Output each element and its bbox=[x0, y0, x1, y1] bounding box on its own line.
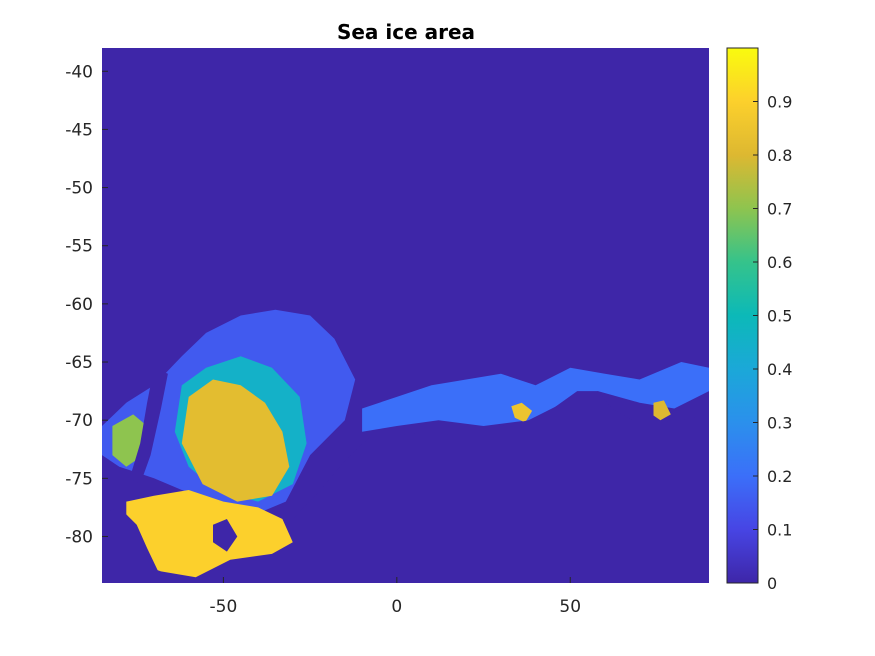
y-tick-label: -60 bbox=[65, 295, 93, 315]
ice-region-coastal-ice-patch-35e bbox=[511, 402, 533, 423]
ice-region-weddell-sea-core bbox=[181, 379, 290, 502]
x-axis: -50 0 50 bbox=[210, 577, 581, 617]
ice-region-coastal-ice-patch-75e bbox=[653, 400, 671, 421]
x-tick-label: 50 bbox=[559, 597, 581, 617]
land-mask-antarctica-west bbox=[102, 507, 161, 583]
y-tick-label: -50 bbox=[65, 179, 93, 199]
y-tick-label: -55 bbox=[65, 237, 93, 257]
x-tick-label: 0 bbox=[391, 597, 402, 617]
colorbar-tick-label: 0.8 bbox=[767, 146, 792, 165]
colorbar-tick-label: 0.4 bbox=[767, 360, 792, 379]
y-tick-label: -45 bbox=[65, 120, 93, 140]
plot-area bbox=[102, 48, 709, 583]
colorbar-tick-label: 0.7 bbox=[767, 200, 792, 219]
colorbar-tick-label: 0.5 bbox=[767, 307, 792, 326]
colorbar-tick-label: 0.6 bbox=[767, 253, 792, 272]
y-tick-label: -40 bbox=[65, 62, 93, 82]
colorbar-tick-label: 0 bbox=[767, 574, 777, 593]
colorbar: 0 0.1 0.2 0.3 0.4 0.5 0.6 0.7 0.8 0.9 bbox=[726, 47, 792, 593]
land-mask-antarctica-east bbox=[292, 391, 709, 583]
colorbar-tick-label: 0.2 bbox=[767, 467, 792, 486]
y-axis: -40 -45 -50 -55 -60 -65 -70 -75 -80 bbox=[65, 62, 108, 547]
ice-region-east-coast-band bbox=[362, 362, 709, 432]
colorbar-tick-label: 0.9 bbox=[767, 93, 792, 112]
land-mask-berkner-island bbox=[213, 519, 238, 552]
y-tick-label: -75 bbox=[65, 469, 93, 489]
y-tick-label: -80 bbox=[65, 527, 93, 547]
x-tick-label: -50 bbox=[210, 597, 238, 617]
colorbar-tick-label: 0.1 bbox=[767, 521, 792, 540]
colorbar-gradient bbox=[727, 48, 758, 583]
y-tick-label: -70 bbox=[65, 411, 93, 431]
land-mask-peninsula-land bbox=[129, 367, 168, 485]
chart-title: Sea ice area bbox=[337, 20, 475, 44]
land-masks bbox=[102, 367, 709, 583]
colorbar-tick-label: 0.3 bbox=[767, 414, 792, 433]
ice-region-ronne-shelf-ice bbox=[126, 490, 293, 578]
ice-regions bbox=[102, 309, 709, 578]
colorbar-ticks: 0 0.1 0.2 0.3 0.4 0.5 0.6 0.7 0.8 0.9 bbox=[753, 93, 792, 593]
y-tick-label: -65 bbox=[65, 353, 93, 373]
